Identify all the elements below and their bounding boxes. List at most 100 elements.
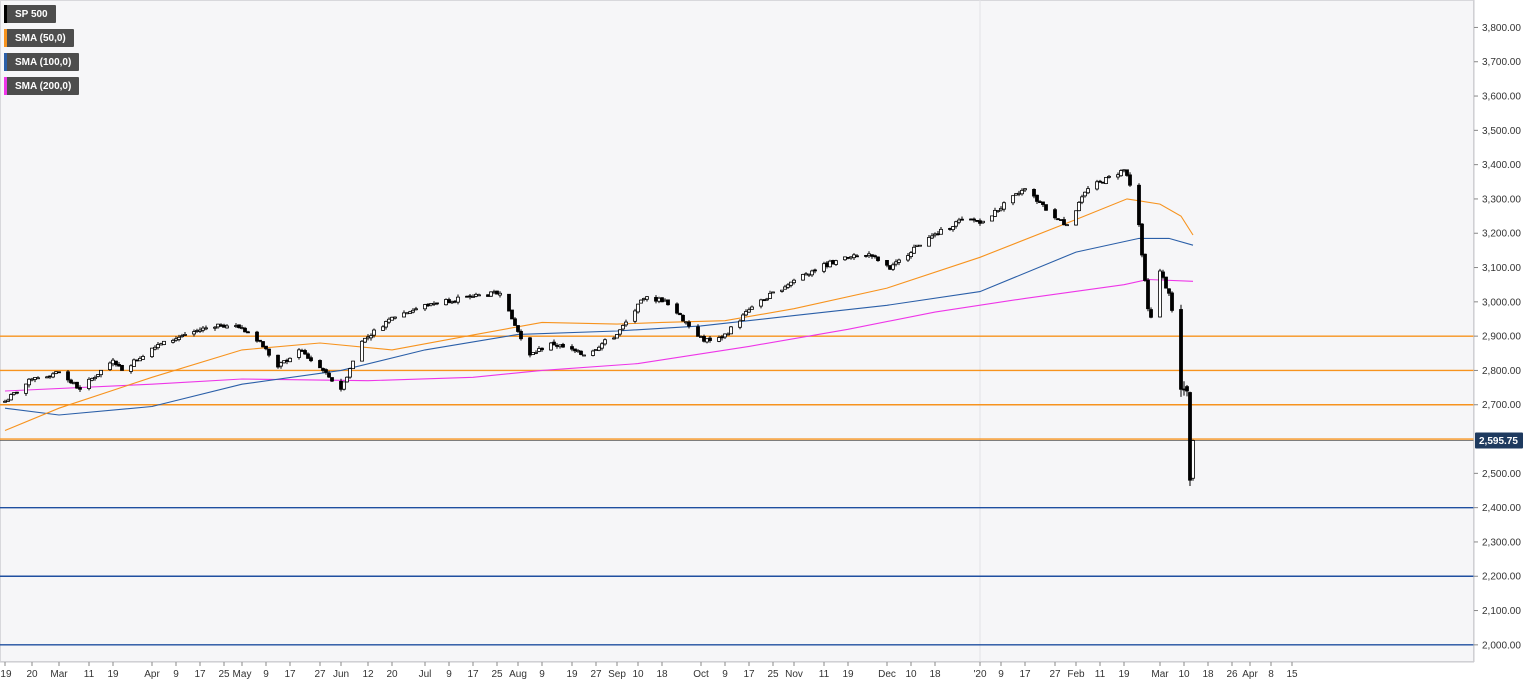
candle-body [912,246,916,254]
candle-body [117,363,121,367]
candle-body [36,377,40,380]
x-tick-label: 8 [1268,669,1274,680]
candle-body [381,326,385,331]
candle-body [852,254,856,259]
candle-body [129,365,133,372]
candle-body [450,301,454,304]
candle-body [1035,194,1039,202]
candle-body [345,376,349,383]
x-tick-label: Feb [1067,669,1085,680]
x-tick-label: 19 [842,669,854,680]
candle-body [717,337,721,342]
y-tick-label: 2,800.00 [1482,366,1521,377]
candle-body [969,218,973,221]
candle-body [549,342,553,351]
y-tick-label: 3,300.00 [1482,194,1521,205]
candle-body [573,348,577,352]
candle-body [351,360,355,370]
candle-body [786,284,790,288]
candle-body [876,256,880,262]
candle-body [327,372,331,378]
x-tick-label: Oct [693,669,709,680]
candle-body [75,381,79,389]
candle-body [906,255,910,261]
candle-body [771,291,775,294]
candle-body [255,331,259,342]
candle-body [1116,174,1120,178]
candle-body [762,299,766,302]
candle-body [1074,210,1078,226]
candle-body [696,326,700,337]
candle-body [915,244,919,247]
candle-body [195,330,199,332]
legend-item-sp500[interactable]: SP 500 [4,5,56,23]
candle-body [639,299,643,304]
candle-body [429,303,433,306]
candle-body [1128,174,1132,186]
candle-body [183,334,187,336]
candle-body [15,391,19,394]
candle-body [72,382,76,385]
candle-body [192,331,196,335]
candle-body [276,354,280,368]
legend-swatch [4,5,7,23]
candle-body [1140,223,1144,256]
candle-body [603,339,607,345]
candle-body [909,252,913,257]
candle-body [1017,192,1021,195]
candle-body [1059,219,1063,221]
candle-body [27,378,31,386]
candle-body [201,327,205,331]
candle-body [576,350,580,353]
candle-body [654,297,658,302]
candle-body [702,335,706,342]
x-tick-label: 11 [84,669,95,680]
candle-body [1107,175,1111,178]
y-axis: 3,800.00 3,700.00 3,600.00 3,500.00 3,400.00… [1473,0,1521,662]
candle-body [510,309,514,320]
candle-body [96,374,100,377]
x-tick-label: 19 [1118,669,1130,680]
candle-body [513,318,517,326]
candle-body [555,344,559,347]
y-tick-label: 2,700.00 [1482,400,1521,411]
candle-body [1137,184,1141,226]
candle-body [243,327,247,333]
candle-body [729,326,733,335]
candle-body [1032,189,1036,197]
legend-item-sma50[interactable]: SMA (50,0) [4,29,74,47]
candle-body [498,292,502,296]
legend-item-sma200[interactable]: SMA (200,0) [4,77,80,95]
candle-body [369,335,373,339]
candle-body [813,269,817,272]
legend-item-sma100[interactable]: SMA (100,0) [4,53,80,71]
candles [3,169,1195,486]
candle-body [87,378,91,389]
candle-body [426,303,430,307]
candle-body [666,299,670,306]
candle-body [24,383,28,394]
horizontal-levels [0,335,1474,646]
legend-label: SMA (100,0) [15,56,72,68]
x-tick-label: '19 [0,669,12,680]
candle-body [177,336,181,340]
x-tick-label: 27 [314,669,326,680]
candle-body [120,364,124,371]
legend: SP 500 SMA (50,0) SMA (100,0) SMA (200,0… [4,5,80,101]
candle-body [267,348,271,356]
candle-body [54,371,58,374]
candle-body [681,314,685,322]
candle-body [471,296,475,298]
x-tick-label: Apr [144,669,160,680]
candle-body [705,338,709,343]
candle-body [561,343,565,348]
x-tick-label: 17 [743,669,755,680]
candle-body [1083,191,1087,197]
candle-body [600,343,604,349]
candle-body [540,347,544,351]
candle-body [393,316,397,319]
x-tick-label: 18 [656,669,668,680]
candle-body [477,294,481,297]
candle-body [996,210,1000,212]
